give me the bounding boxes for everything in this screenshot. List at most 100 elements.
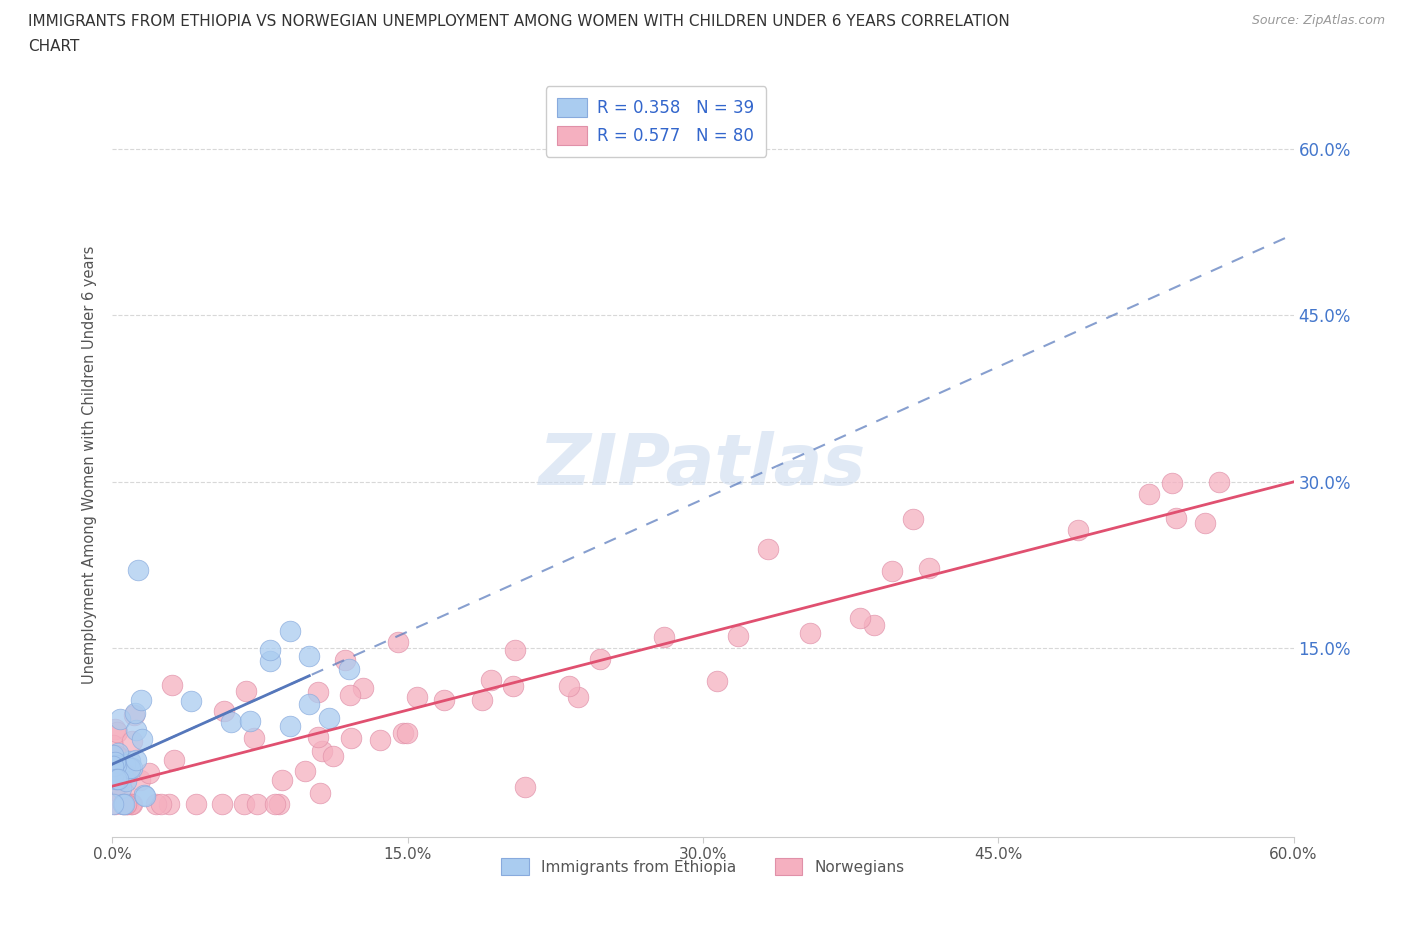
Point [307,730,329,745]
Point [863,618,886,632]
Point [124,706,146,721]
Point [259,653,281,668]
Point [105,772,128,787]
Point [392,726,415,741]
Point [503,643,526,658]
Point [149,796,172,811]
Point [184,796,207,811]
Point [107,771,129,786]
Point [110,712,132,727]
Point [309,785,332,800]
Point [513,779,536,794]
Point [125,752,148,767]
Point [129,773,152,788]
Point [219,714,242,729]
Point [479,672,502,687]
Point [333,653,356,668]
Point [122,707,145,722]
Point [127,563,149,578]
Point [145,796,167,811]
Point [243,730,266,745]
Point [131,731,153,746]
Point [115,796,138,811]
Point [112,796,135,811]
Point [110,780,132,795]
Point [211,796,233,811]
Point [117,796,139,811]
Point [160,678,183,693]
Point [121,734,143,749]
Point [101,737,124,752]
Point [134,787,156,802]
Point [108,777,131,791]
Point [138,765,160,780]
Point [125,723,148,737]
Point [235,684,257,698]
Point [340,730,363,745]
Point [105,758,128,773]
Point [115,773,138,788]
Point [103,768,125,783]
Point [278,624,301,639]
Point [101,767,124,782]
Point [180,694,202,709]
Point [108,750,131,764]
Point [311,743,333,758]
Point [101,758,124,773]
Point [112,785,135,800]
Point [103,796,125,811]
Text: CHART: CHART [28,39,80,54]
Point [756,542,779,557]
Point [567,690,589,705]
Point [105,748,128,763]
Point [294,764,316,778]
Point [239,713,262,728]
Point [120,761,142,776]
Point [103,783,125,798]
Point [112,796,135,811]
Point [269,796,291,811]
Point [212,704,235,719]
Point [433,692,456,707]
Point [337,661,360,676]
Point [121,796,143,811]
Y-axis label: Unemployment Among Women with Children Under 6 years: Unemployment Among Women with Children U… [82,246,97,684]
Point [318,711,340,725]
Point [111,796,134,811]
Point [233,796,256,811]
Point [118,753,141,768]
Point [727,628,749,643]
Point [298,648,321,663]
Point [1161,475,1184,490]
Point [104,754,127,769]
Point [799,626,821,641]
Point [134,789,156,804]
Point [307,684,329,699]
Point [246,796,269,811]
Point [162,752,184,767]
Point [352,681,374,696]
Point [471,692,494,707]
Point [104,721,127,736]
Point [395,725,418,740]
Point [1194,515,1216,530]
Legend: Immigrants from Ethiopia, Norwegians: Immigrants from Ethiopia, Norwegians [495,852,911,882]
Text: Source: ZipAtlas.com: Source: ZipAtlas.com [1251,14,1385,27]
Point [917,561,939,576]
Point [589,652,612,667]
Point [103,796,125,811]
Point [259,643,281,658]
Point [270,772,292,787]
Point [110,771,132,786]
Point [121,760,143,775]
Point [339,688,361,703]
Point [387,634,409,649]
Point [105,724,128,739]
Point [114,767,136,782]
Point [107,746,129,761]
Point [278,719,301,734]
Point [652,630,675,644]
Point [104,772,127,787]
Point [120,796,142,811]
Point [901,512,924,526]
